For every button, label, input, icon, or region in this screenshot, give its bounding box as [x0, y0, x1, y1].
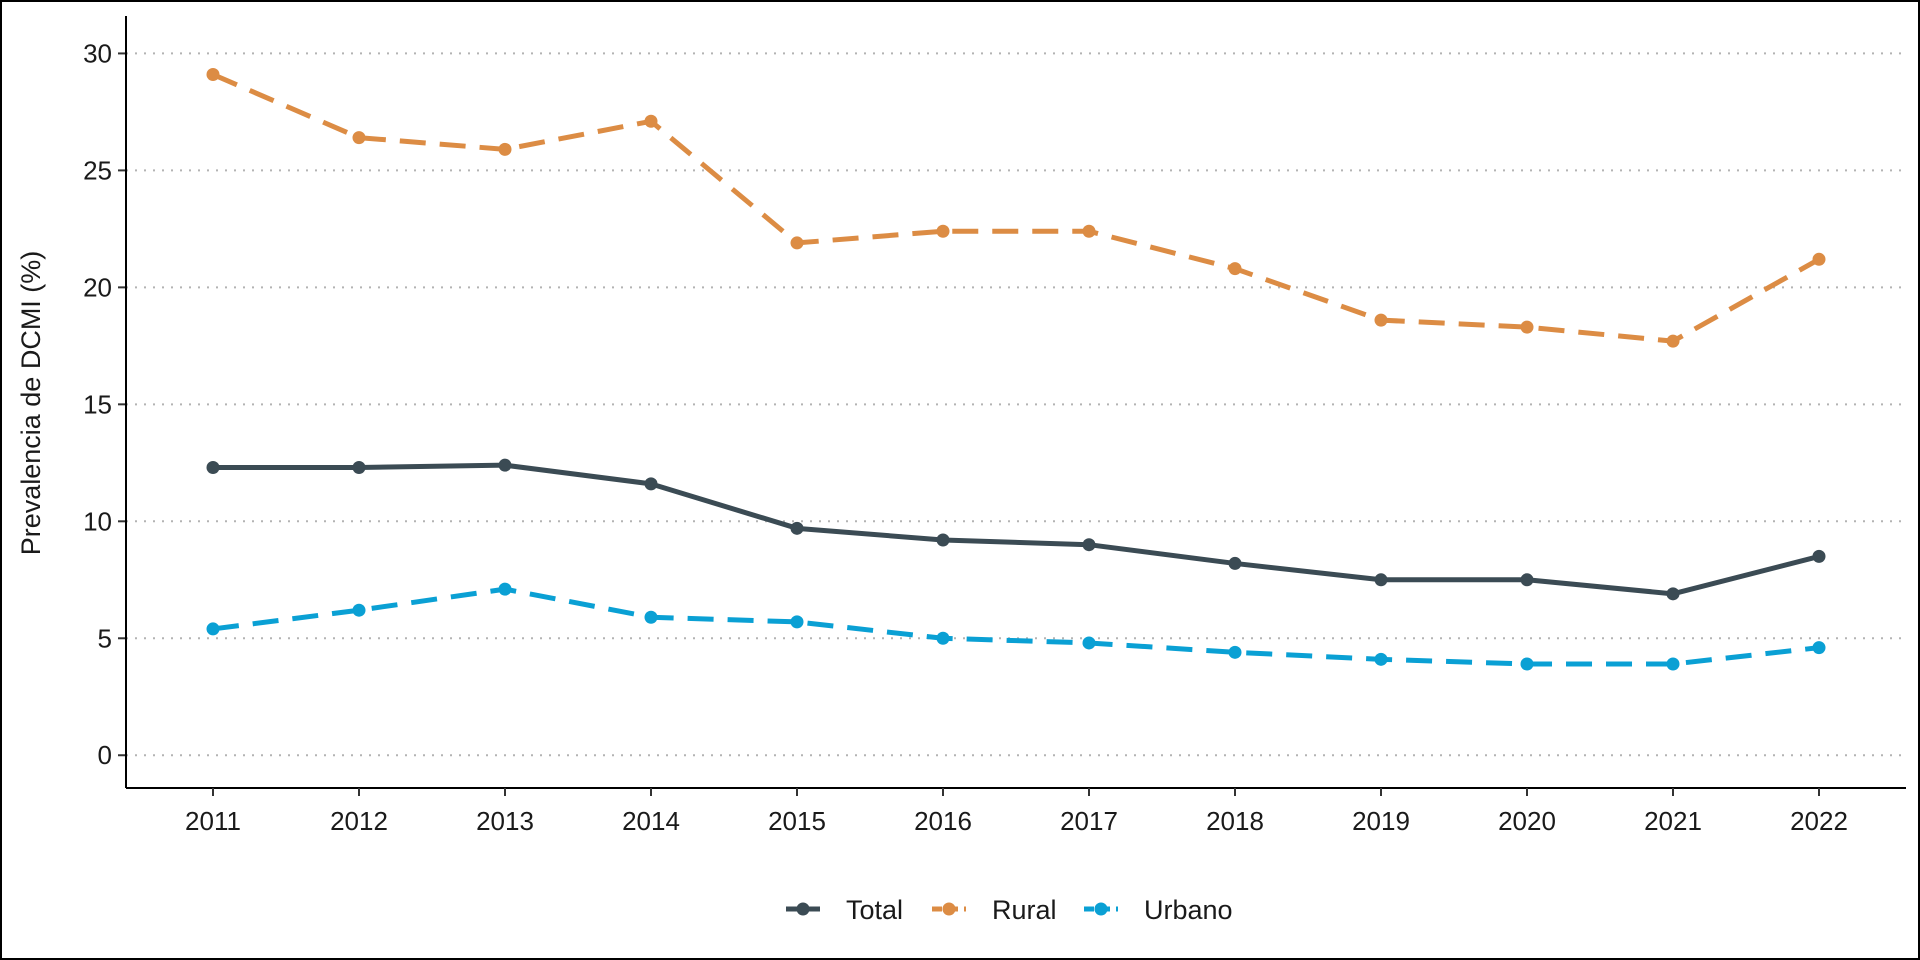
data-point-rural [1374, 313, 1388, 327]
y-tick-label: 20 [83, 272, 112, 302]
data-point-urbano [1666, 657, 1680, 671]
data-point-total [352, 461, 366, 475]
data-point-rural [1082, 224, 1096, 238]
series-line-rural [212, 72, 1821, 344]
data-point-rural [936, 224, 950, 238]
data-point-urbano [790, 615, 804, 629]
data-point-total [1374, 573, 1388, 587]
data-point-rural [206, 67, 220, 81]
data-point-urbano [644, 610, 658, 624]
x-tick-label: 2020 [1498, 806, 1556, 836]
data-point-rural [644, 114, 658, 128]
data-point-urbano [1520, 657, 1534, 671]
data-point-rural [1228, 262, 1242, 276]
x-tick-label: 2016 [914, 806, 972, 836]
gridlines [126, 52, 1906, 757]
y-tick-label: 0 [98, 740, 112, 770]
legend-label: Total [846, 895, 903, 925]
legend-key-point [796, 902, 810, 916]
axes: 0 5 10 15 20 25 30 2011 2012 2013 2014 2015 2016 2017… [83, 16, 1906, 836]
data-point-total [1228, 556, 1242, 570]
data-point-urbano [1812, 641, 1826, 655]
data-point-urbano [936, 631, 950, 645]
legend-key-point [942, 902, 956, 916]
data-point-rural [352, 131, 366, 145]
data-point-total [1082, 538, 1096, 552]
data-point-total [1812, 549, 1826, 563]
legend-item-rural: Rural [932, 895, 1057, 925]
x-tick-label: 2015 [768, 806, 826, 836]
data-point-total [498, 458, 512, 472]
data-point-urbano [498, 582, 512, 596]
x-tick-label: 2017 [1060, 806, 1118, 836]
x-tick-label: 2013 [476, 806, 534, 836]
data-point-total [1520, 573, 1534, 587]
data-point-total [644, 477, 658, 491]
legend: Total Rural Urbano [786, 895, 1233, 925]
data-point-urbano [352, 603, 366, 617]
x-tick-label: 2012 [330, 806, 388, 836]
legend-item-urbano: Urbano [1084, 895, 1233, 925]
legend-label: Rural [992, 895, 1057, 925]
data-point-urbano [1374, 652, 1388, 666]
series-line-total [213, 462, 1820, 597]
data-point-rural [1520, 320, 1534, 334]
y-axis-title: Prevalencia de DCMI (%) [16, 251, 46, 556]
y-tick-label: 30 [83, 38, 112, 68]
x-tick-label: 2011 [185, 806, 241, 836]
legend-label: Urbano [1144, 895, 1233, 925]
y-tick-label: 10 [83, 506, 112, 536]
data-point-urbano [1228, 645, 1242, 659]
y-tick-label: 5 [98, 623, 112, 653]
data-point-rural [790, 236, 804, 250]
data-point-urbano [206, 622, 220, 636]
data-point-rural [1812, 252, 1826, 266]
x-tick-label: 2014 [622, 806, 680, 836]
data-point-total [1666, 587, 1680, 601]
points-group [206, 67, 1826, 671]
data-point-urbano [1082, 636, 1096, 650]
x-tick-label: 2022 [1790, 806, 1848, 836]
legend-key-point [1094, 902, 1108, 916]
y-tick-label: 25 [83, 155, 112, 185]
x-tick-label: 2018 [1206, 806, 1264, 836]
data-point-total [790, 521, 804, 535]
x-tick-label: 2021 [1644, 806, 1702, 836]
data-point-total [206, 461, 220, 475]
y-tick-label: 15 [83, 389, 112, 419]
data-point-rural [1666, 334, 1680, 348]
data-point-total [936, 533, 950, 547]
data-point-rural [498, 142, 512, 156]
legend-item-total: Total [786, 895, 903, 925]
series-line-urbano [212, 586, 1820, 667]
series-group [212, 72, 1821, 667]
x-tick-label: 2019 [1352, 806, 1410, 836]
